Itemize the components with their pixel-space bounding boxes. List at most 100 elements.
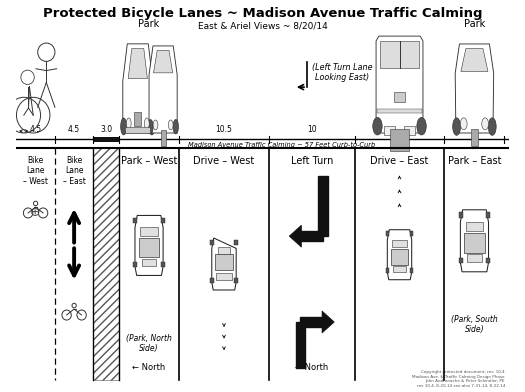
Text: (Park, North
Side): (Park, North Side) [126,334,172,353]
Text: 4.5: 4.5 [68,125,80,134]
Bar [377,109,422,113]
Text: Park: Park [139,19,160,29]
Polygon shape [149,46,177,133]
Bar [410,231,413,236]
Polygon shape [322,311,334,333]
Bar [161,218,165,223]
Bar [390,129,409,151]
Ellipse shape [144,118,149,129]
Bar [384,126,395,135]
Ellipse shape [127,118,131,129]
Bar [218,247,230,254]
Polygon shape [460,210,488,272]
Text: Bike
Lane
– West: Bike Lane – West [23,156,48,186]
Bar [93,148,119,380]
Ellipse shape [149,118,155,135]
Bar [134,113,141,127]
Text: ← North: ← North [295,363,328,372]
Text: (Park, South
Side): (Park, South Side) [451,315,498,334]
Bar [459,212,463,218]
Polygon shape [289,225,301,247]
Ellipse shape [121,118,127,135]
Bar [459,258,463,263]
Polygon shape [455,44,494,133]
Text: 7.0: 7.0 [468,125,480,134]
Polygon shape [387,230,412,280]
Bar [234,240,237,245]
Polygon shape [123,44,153,133]
Bar [139,238,159,258]
Ellipse shape [482,118,489,130]
Circle shape [21,70,34,84]
Text: ⊕: ⊕ [30,207,41,220]
Text: Drive – West: Drive – West [193,156,255,166]
Circle shape [38,43,55,62]
Bar [464,233,485,253]
Polygon shape [212,238,236,290]
Bar [486,212,490,218]
Bar [486,258,490,263]
Ellipse shape [173,120,178,134]
Text: Protected Bicycle Lanes ~ Madison Avenue Traffic Calming: Protected Bicycle Lanes ~ Madison Avenue… [43,7,482,20]
Text: Bike
Lane
– East: Bike Lane – East [62,156,86,186]
Bar [216,273,232,280]
Text: (Left Turn Lane
Looking East): (Left Turn Lane Looking East) [312,63,372,82]
Text: East & Ariel Views ~ 8/20/14: East & Ariel Views ~ 8/20/14 [197,21,328,30]
Bar [393,266,406,272]
Bar [296,322,305,368]
Bar [470,129,478,146]
Text: Madison Avenue Traffic Calming ~ 57 Feet Curb-to-Curb: Madison Avenue Traffic Calming ~ 57 Feet… [188,142,375,148]
Bar [410,269,413,273]
Text: 7.0: 7.0 [143,125,155,134]
Bar [140,227,158,236]
Bar [133,262,138,267]
Text: 10.5: 10.5 [391,125,408,134]
Ellipse shape [169,120,173,130]
Ellipse shape [417,118,426,135]
Polygon shape [128,49,148,78]
Bar [142,259,156,266]
Ellipse shape [460,118,467,130]
Bar [133,218,138,223]
Text: Park – West: Park – West [121,156,177,166]
Bar [386,231,390,236]
Bar [466,222,483,231]
Bar [215,254,233,270]
Bar [161,130,166,147]
Bar [93,137,119,142]
Text: 3.0: 3.0 [100,125,112,134]
Bar [211,278,214,283]
Bar [234,278,237,283]
Bar [404,126,415,135]
Ellipse shape [488,118,496,135]
Bar [161,262,165,267]
Text: Copyright protected document, rev. 10.4
Madison Ave. & Traffic Calming Design Ph: Copyright protected document, rev. 10.4 … [413,370,505,388]
Ellipse shape [153,120,158,130]
Bar [386,269,390,273]
Bar [391,249,408,265]
Polygon shape [376,36,423,133]
Bar [301,231,323,241]
Text: Left Turn: Left Turn [290,156,333,166]
Bar [380,41,419,68]
Ellipse shape [453,118,460,135]
Ellipse shape [373,118,382,135]
Bar [392,240,407,247]
Bar [318,176,328,236]
Bar [394,92,405,102]
Text: Park: Park [464,19,485,29]
Ellipse shape [148,120,153,134]
Bar [467,254,482,262]
Polygon shape [153,51,173,73]
Bar [300,317,322,327]
Bar [125,127,150,133]
Text: Park – East: Park – East [448,156,501,166]
Text: Drive – East: Drive – East [370,156,429,166]
Text: 10.5: 10.5 [216,125,233,134]
Polygon shape [135,216,163,276]
Text: 10: 10 [307,125,317,134]
Text: ← North: ← North [132,363,166,372]
Text: 4.5: 4.5 [29,125,41,134]
Polygon shape [461,49,488,71]
Bar [211,240,214,245]
